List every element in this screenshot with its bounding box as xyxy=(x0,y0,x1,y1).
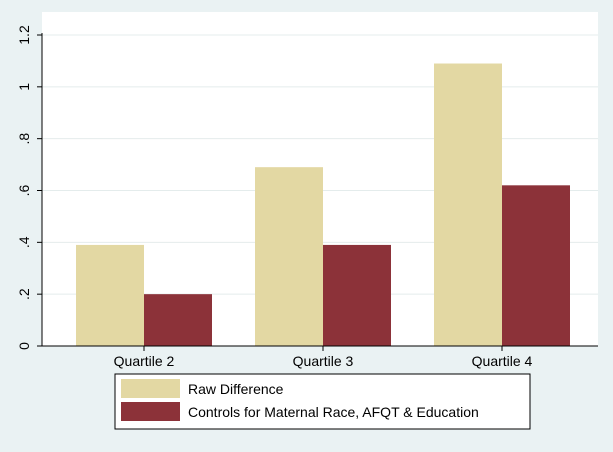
legend-swatch xyxy=(121,402,180,421)
x-tick-label: Quartile 3 xyxy=(293,353,354,369)
y-tick-label: .4 xyxy=(16,236,32,248)
bar-controls-4 xyxy=(502,185,570,346)
legend-box xyxy=(114,373,531,430)
x-tick-label: Quartile 4 xyxy=(472,353,533,369)
x-axis: Quartile 2 Quartile 3 Quartile 4 xyxy=(42,345,598,369)
legend: Raw Difference Controls for Maternal Race… xyxy=(114,373,531,430)
bar-controls-2 xyxy=(144,294,212,346)
y-tick-label: .6 xyxy=(16,184,32,196)
y-tick-label: .8 xyxy=(16,133,32,145)
y-axis: 0 .2 .4 .6 .8 1 1.2 xyxy=(16,25,43,350)
bar-raw-difference-3 xyxy=(255,167,323,346)
bars xyxy=(76,63,570,347)
y-tick-label: 1.2 xyxy=(16,25,32,45)
bar-raw-difference-2 xyxy=(76,244,144,346)
bar-controls-3 xyxy=(323,244,391,346)
y-tick-label: 1 xyxy=(16,83,32,91)
bar-raw-difference-4 xyxy=(434,63,502,347)
x-tick-label: Quartile 2 xyxy=(114,353,175,369)
y-tick-label: .2 xyxy=(16,288,32,300)
legend-swatch xyxy=(121,379,180,398)
legend-label: Controls for Maternal Race, AFQT & Educa… xyxy=(188,404,479,420)
y-tick-label: 0 xyxy=(16,342,32,350)
legend-label: Raw Difference xyxy=(188,381,284,397)
